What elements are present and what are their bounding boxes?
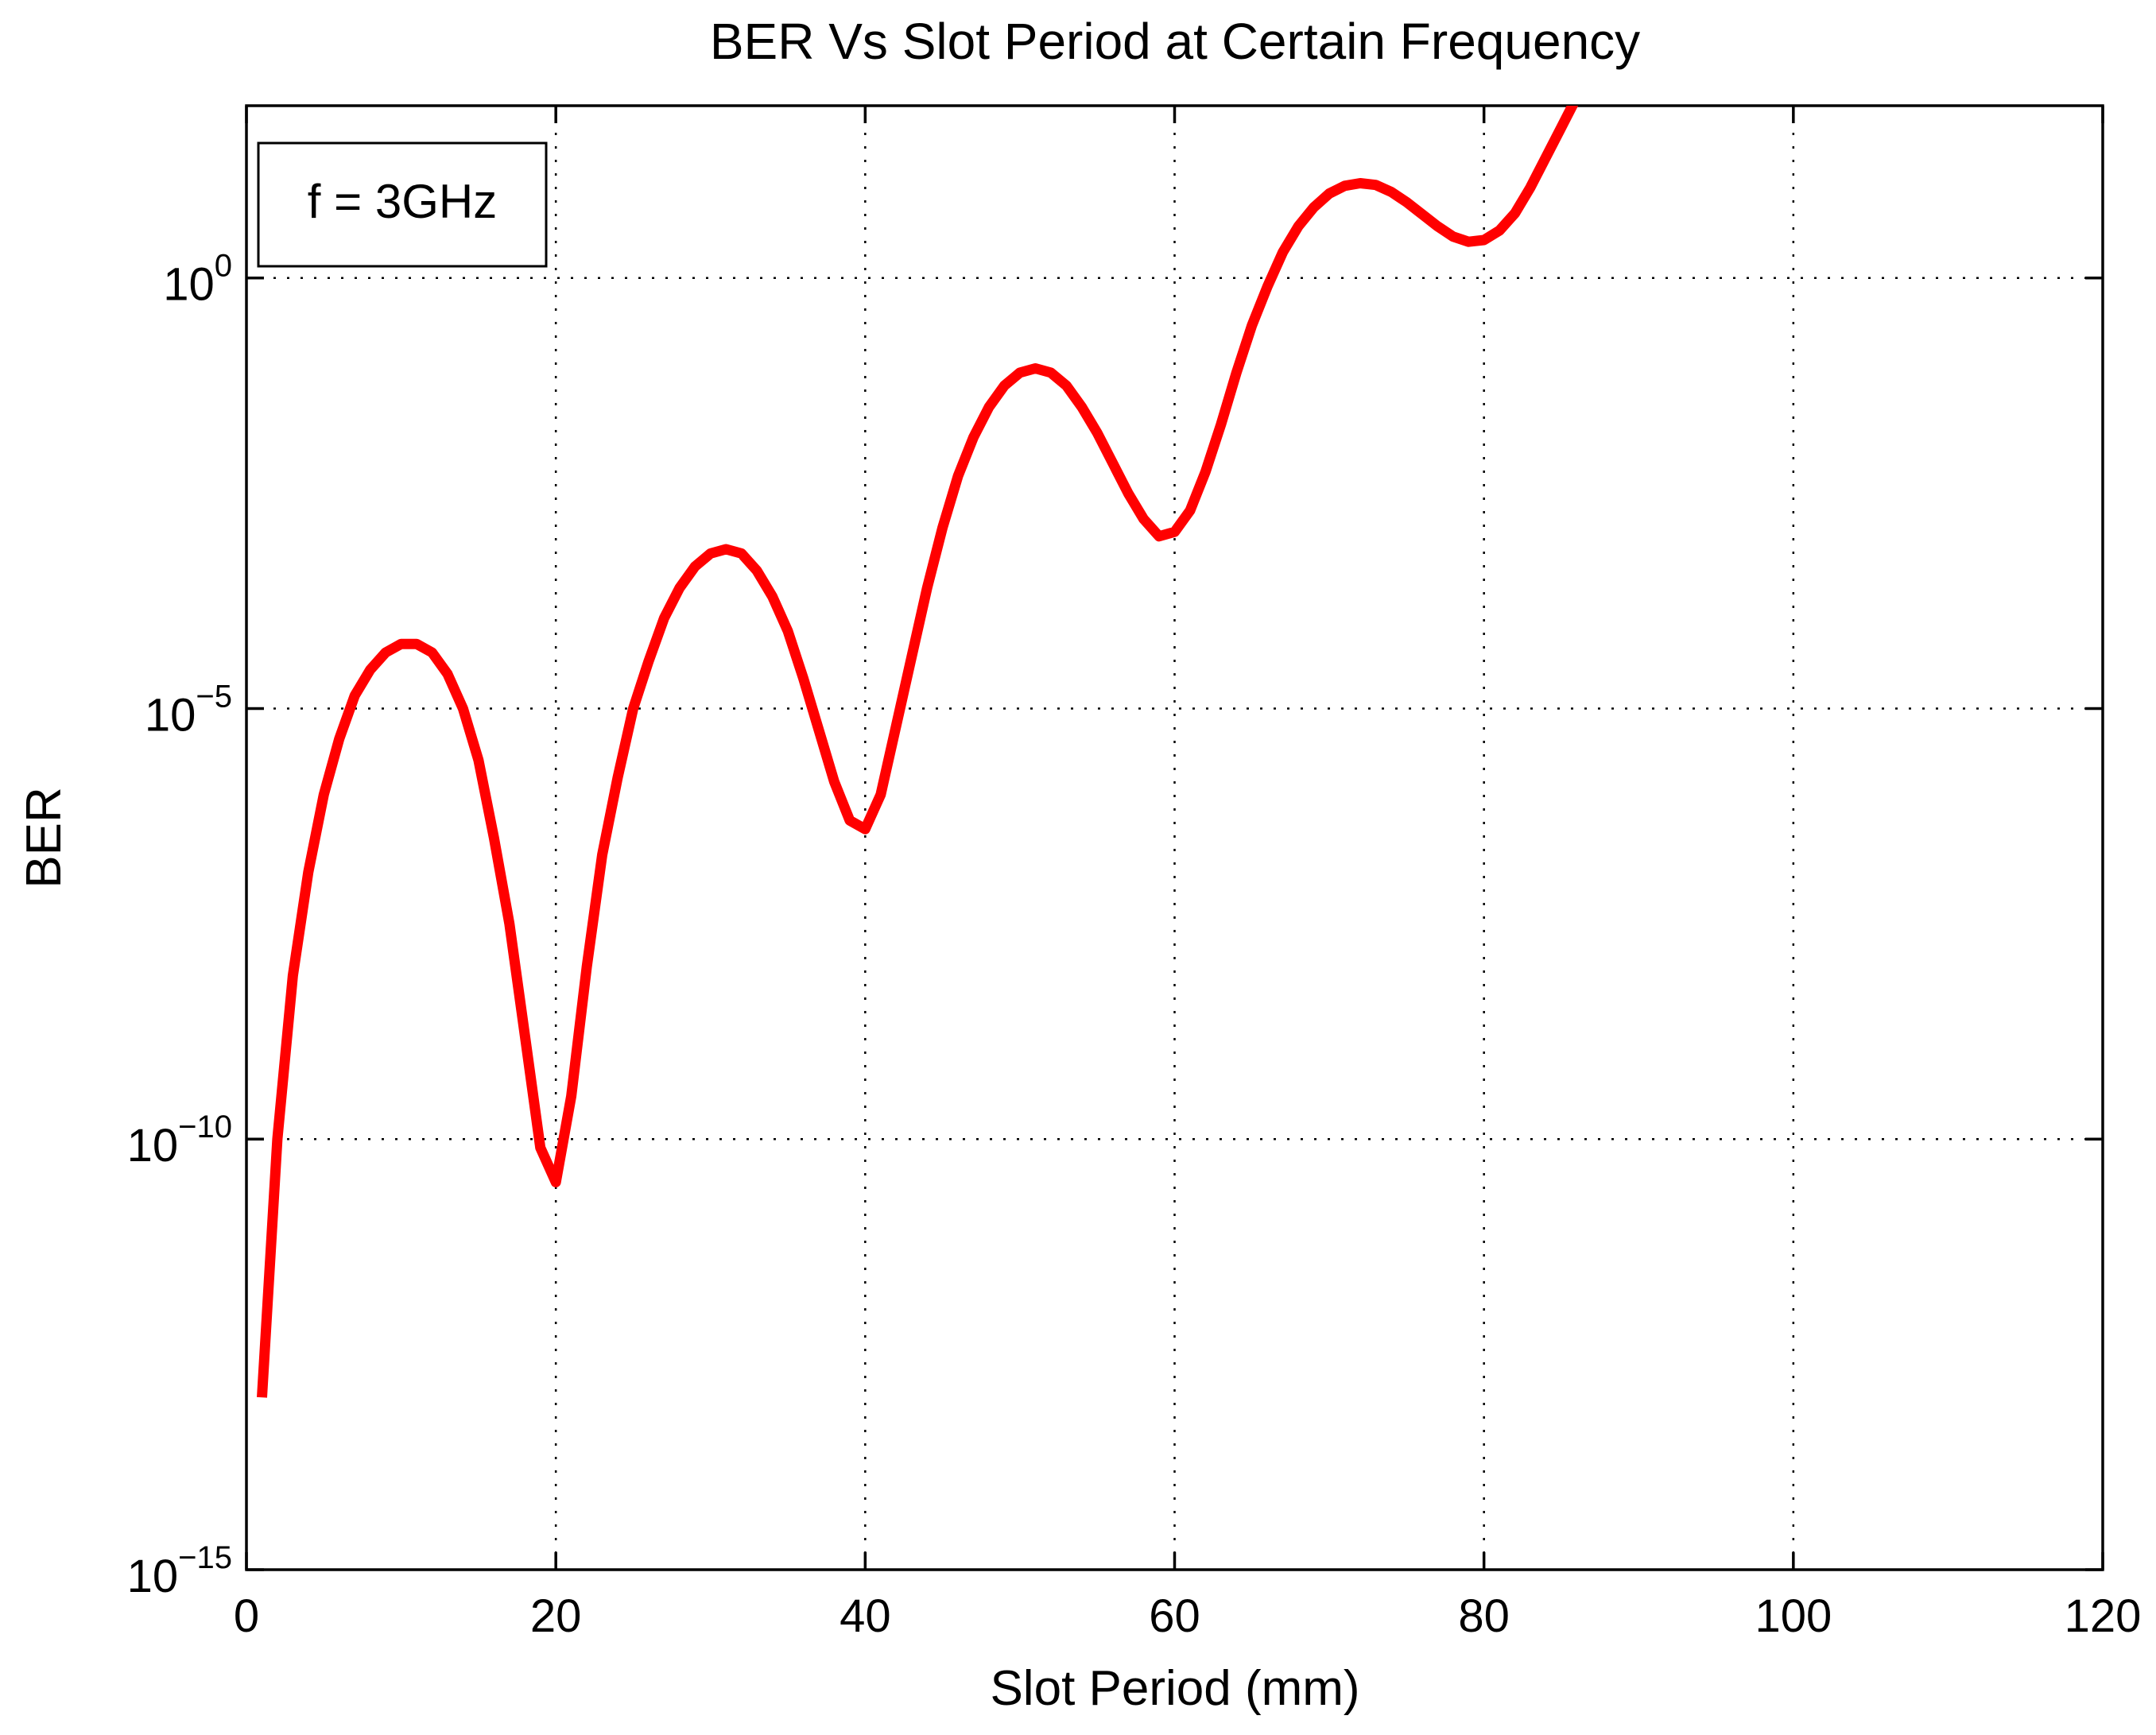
x-tick-label: 80: [1458, 1590, 1510, 1642]
legend-box: [257, 141, 548, 268]
x-tick-labels: 0 20 40 60 80 100 120: [234, 1590, 2142, 1642]
y-tick-exponent: 0: [215, 249, 232, 284]
y-tick-exponent: −10: [178, 1110, 232, 1144]
tick-marks: [245, 106, 2104, 1571]
plot-clip: [257, 106, 1579, 1398]
x-tick-label: 60: [1149, 1590, 1200, 1642]
x-axis-label: Slot Period (mm): [990, 1661, 1359, 1716]
y-tick-exponent: −15: [178, 1540, 232, 1575]
legend-entry: f = 3GHz: [308, 175, 497, 228]
legend: f = 3GHz: [257, 141, 548, 268]
chart-title: BER Vs Slot Period at Certain Frequency: [710, 13, 1640, 70]
y-tick-exponent: −5: [196, 679, 232, 714]
x-tick-label: 20: [530, 1590, 582, 1642]
series-line-f-3ghz: [257, 106, 1579, 1398]
x-tick-label: 40: [840, 1590, 891, 1642]
grid: [246, 106, 2103, 1570]
x-tick-label: 0: [234, 1590, 259, 1642]
y-axis-label: BER: [17, 787, 72, 888]
x-tick-label: 120: [2065, 1590, 2142, 1642]
x-tick-label: 100: [1755, 1590, 1832, 1642]
